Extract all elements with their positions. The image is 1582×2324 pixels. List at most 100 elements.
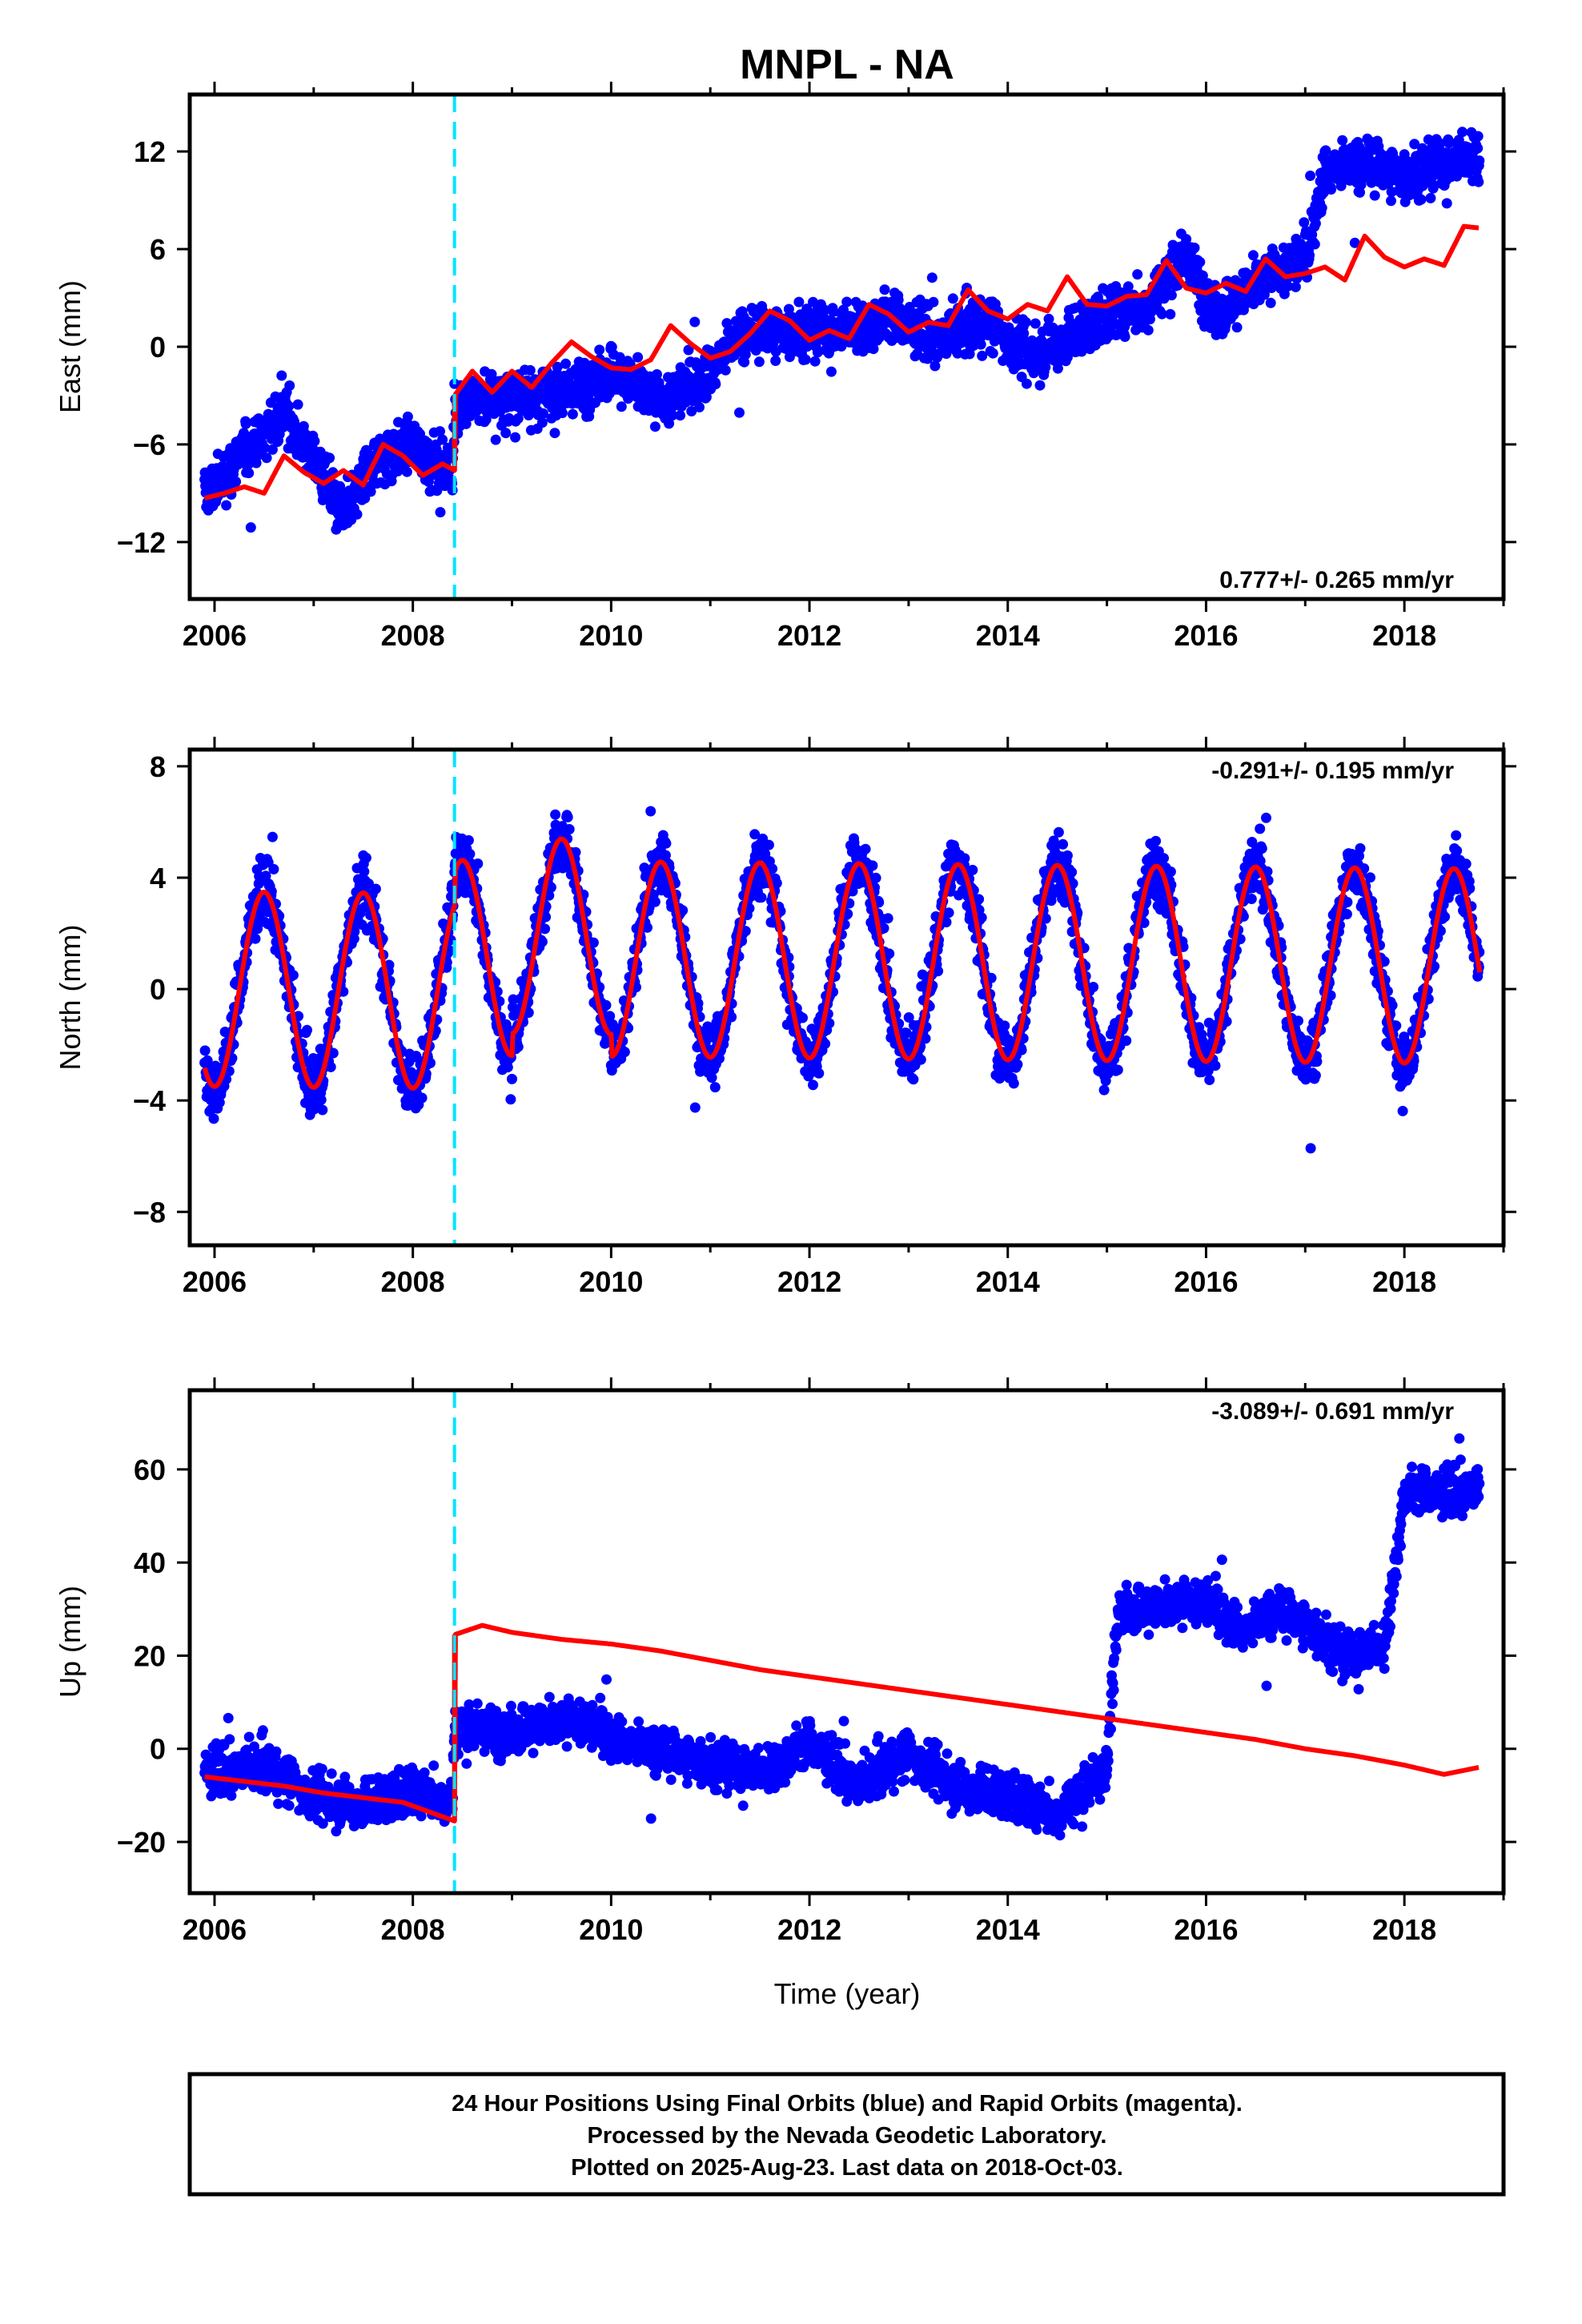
observed-point <box>435 507 446 518</box>
observed-point <box>472 858 484 869</box>
x-tick-label: 2012 <box>777 619 841 652</box>
observed-point <box>974 894 985 905</box>
observed-point <box>943 907 954 919</box>
observed-point <box>649 421 661 432</box>
observed-point <box>317 1104 328 1116</box>
observed-point <box>261 452 272 464</box>
observed-point <box>1043 313 1054 324</box>
observed-point <box>416 1092 428 1104</box>
observed-point <box>324 452 335 464</box>
observed-point <box>661 838 672 849</box>
observed-point <box>879 284 890 296</box>
observed-point <box>645 806 656 817</box>
observed-point <box>808 1080 818 1091</box>
observed-point <box>797 1012 808 1023</box>
observed-point <box>1195 256 1206 267</box>
y-tick-label: 12 <box>134 135 166 168</box>
observed-point <box>1425 192 1436 203</box>
observed-point <box>259 442 270 453</box>
observed-point <box>267 444 278 455</box>
observed-point <box>199 1045 211 1056</box>
observed-point <box>283 400 295 412</box>
observed-point <box>694 402 705 412</box>
observed-points <box>199 127 1485 535</box>
observed-point <box>560 358 572 369</box>
observed-point <box>701 392 712 403</box>
observed-point <box>490 434 501 445</box>
observed-point <box>1299 217 1310 228</box>
observed-point <box>987 348 998 359</box>
observed-point <box>1320 145 1331 156</box>
observed-point <box>309 436 320 447</box>
observed-point <box>1304 250 1315 261</box>
plot-frame <box>187 92 1506 601</box>
observed-point <box>867 860 878 871</box>
observed-point <box>245 522 256 533</box>
observed-point <box>392 465 404 476</box>
y-tick-label: 6 <box>150 233 166 266</box>
observed-point <box>1305 171 1316 181</box>
model-line <box>203 223 1480 501</box>
observed-point <box>739 356 750 368</box>
observed-point <box>268 863 279 875</box>
observed-point <box>1197 270 1208 281</box>
observed-point <box>402 411 413 422</box>
observed-point <box>1021 378 1032 389</box>
observed-point <box>549 428 560 439</box>
observed-point <box>812 347 823 358</box>
x-tick-label: 2016 <box>1174 619 1238 652</box>
observed-point <box>1231 322 1243 333</box>
observed-point <box>1310 218 1321 229</box>
observed-point <box>1165 308 1176 320</box>
observed-point <box>401 466 412 477</box>
observed-point <box>556 408 568 419</box>
observed-point <box>1247 250 1259 261</box>
x-tick-label: 2006 <box>183 619 247 652</box>
observed-point <box>977 350 988 361</box>
x-tick-label: 2014 <box>976 619 1040 652</box>
observed-point <box>825 366 837 377</box>
x-tick-label: 2008 <box>381 619 445 652</box>
observed-point <box>928 296 939 308</box>
panel-east: 2006 2008 2010 2012 2014 2016 2018−12−60612Eas… <box>54 82 1516 652</box>
panel-north: 2006 2008 2010 2012 2014 2016 2018−8−4048North… <box>54 737 1516 1298</box>
observed-point <box>710 379 721 390</box>
observed-point <box>1283 281 1293 292</box>
observed-point <box>464 848 476 859</box>
observed-point <box>947 293 958 304</box>
observed-point <box>1132 269 1143 280</box>
observed-point <box>510 432 521 443</box>
observed-point <box>500 428 512 439</box>
observed-point <box>800 354 811 365</box>
observed-point <box>689 1102 701 1113</box>
observed-point <box>319 469 331 480</box>
observed-point <box>664 418 675 429</box>
observed-point <box>1409 139 1420 150</box>
observed-point <box>1457 127 1468 138</box>
observed-point <box>1040 361 1051 372</box>
observed-point <box>240 418 251 429</box>
observed-point <box>302 1024 312 1035</box>
observed-point <box>882 913 893 924</box>
observed-point <box>1020 316 1031 328</box>
observed-point <box>252 923 263 935</box>
observed-point <box>567 408 578 420</box>
observed-point <box>1435 138 1446 149</box>
observed-point <box>1473 176 1484 187</box>
observed-point <box>740 349 751 360</box>
observed-point <box>1326 184 1337 195</box>
observed-point <box>600 999 612 1011</box>
panels: 2006 2008 2010 2012 2014 2016 2018−12−60612Eas… <box>54 82 1516 1946</box>
observed-point <box>435 426 445 437</box>
observed-point <box>208 1113 219 1124</box>
chart-title: MNPL - NA <box>740 42 954 88</box>
observed-point <box>564 824 575 834</box>
observed-point <box>753 356 765 368</box>
observed-point <box>202 1055 213 1066</box>
observed-point <box>552 361 563 372</box>
observed-point <box>1156 308 1167 320</box>
x-tick-label: 2010 <box>579 619 643 652</box>
observed-point <box>1052 363 1063 374</box>
observed-point <box>1166 290 1177 301</box>
observed-point <box>315 1094 327 1105</box>
